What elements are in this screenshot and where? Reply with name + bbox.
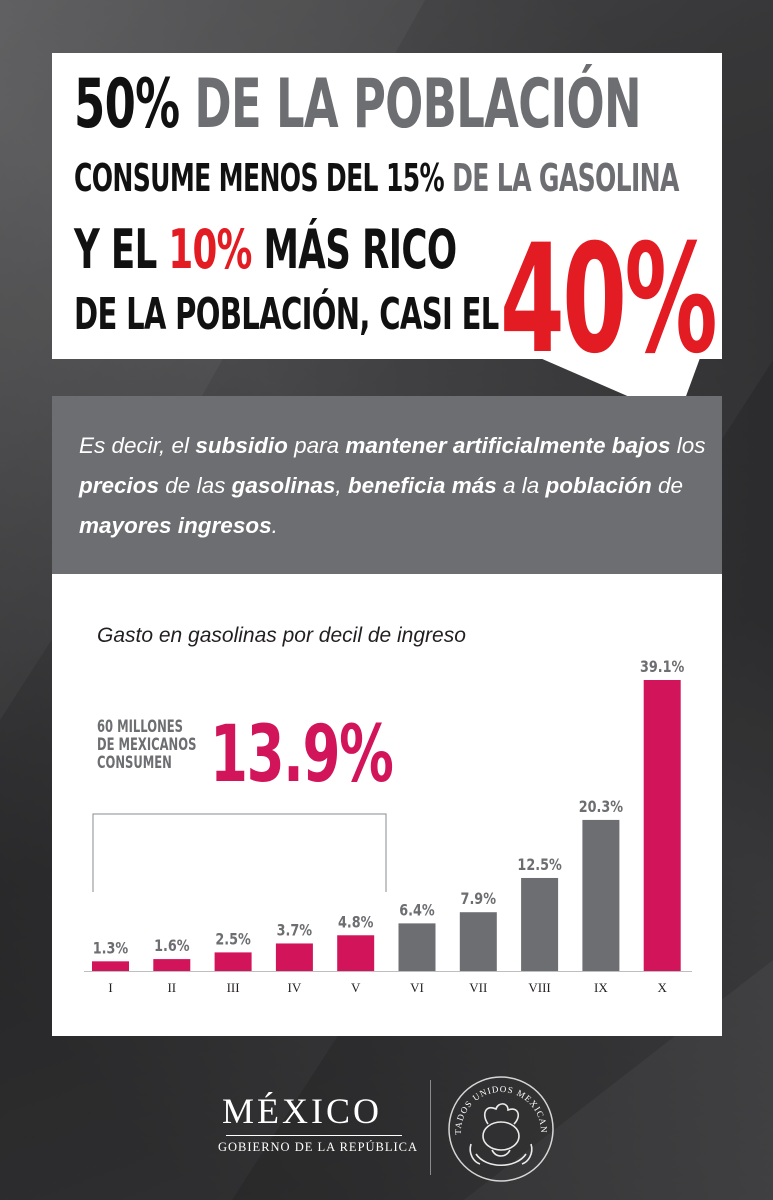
government-label: GOBIERNO DE LA REPÚBLICA [218,1140,419,1154]
bar-iv [275,943,313,971]
data-label-i: 1.3% [93,940,129,958]
tick-label-ix: IX [594,980,608,995]
bar-v [337,935,375,971]
headline-y-el: Y EL [74,218,169,281]
explanation-text: Es decir, el subsidio para mantener arti… [79,433,706,538]
bar-x [643,680,681,971]
headline-40-percent: 40% [500,213,718,387]
bar-ii [153,959,191,971]
svg-text:ESTADOS UNIDOS MEXICANOS: ESTADOS UNIDOS MEXICANOS [446,1074,549,1135]
wordmark-rule [226,1135,402,1136]
data-label-iv: 3.7% [277,922,313,940]
chart-title: Gasto en gasolinas por decil de ingreso [97,624,466,647]
tick-label-iii: III [227,980,240,995]
footer-divider [430,1080,431,1175]
headline-line-3: Y EL 10% MÁS RICO [74,223,457,277]
callout-line-3: CONSUMEN [97,753,172,773]
bar-iii [214,952,252,971]
callout-value: 13.9% [210,710,394,800]
data-label-vii: 7.9% [461,891,497,909]
callout-label: 60 MILLONES DE MEXICANOS CONSUMEN [97,717,197,773]
footer: MÉXICO GOBIERNO DE LA REPÚBLICA ESTADOS … [0,1060,773,1200]
bar-ix [582,819,620,971]
data-label-v: 4.8% [338,914,374,932]
bar-i [92,961,129,971]
tick-label-vi: VI [410,980,424,995]
bottom-five-deciles-bracket [92,813,387,892]
explanation-band: Es decir, el subsidio para mantener arti… [52,396,722,574]
callout-line-1: 60 MILLONES [97,717,183,737]
chart-panel: Gasto en gasolinas por decil de ingreso … [52,574,722,1036]
headline-line-4: DE LA POBLACIÓN, CASI EL [74,289,499,340]
bar-vi [398,923,436,971]
data-label-vi: 6.4% [399,902,435,920]
callout-line-2: DE MEXICANOS [97,735,197,755]
tick-label-x: X [658,980,668,995]
headline-line-2: CONSUME MENOS DEL 15% DE LA GASOLINA [74,159,679,197]
headline-mas-rico: MÁS RICO [251,218,457,281]
bar-viii [521,877,559,971]
tick-label-iv: IV [288,980,302,995]
tick-label-ii: II [167,980,176,995]
bar-chart: 1.3% I 1.6% II 2.5% III 3.7% IV 4.8% V 6.4% VI 7.9% V… [84,659,692,995]
headline-bubble: 50% DE LA POBLACIÓN CONSUME MENOS DEL 15… [52,53,722,375]
headline-50-percent: 50% [74,65,180,144]
tick-label-vii: VII [469,980,487,995]
data-label-ix: 20.3% [579,799,624,817]
headline-gasoline: DE LA GASOLINA [444,156,679,200]
headline-10-percent: 10% [168,218,252,281]
tick-label-v: V [351,980,361,995]
data-label-ii: 1.6% [154,938,190,956]
tick-label-viii: VIII [528,980,550,995]
tick-label-i: I [108,980,112,995]
headline-consumes: CONSUME MENOS DEL 15% [74,156,445,200]
data-label-iii: 2.5% [215,931,251,949]
headline-population: DE LA POBLACIÓN [179,65,641,144]
headline-line-1: 50% DE LA POBLACIÓN [74,71,642,139]
national-seal-icon: ESTADOS UNIDOS MEXICANOS [446,1074,554,1182]
bar-vii [459,912,497,971]
data-label-x: 39.1% [640,659,685,677]
mexico-wordmark: MÉXICO [222,1091,382,1131]
data-label-viii: 12.5% [517,857,562,875]
